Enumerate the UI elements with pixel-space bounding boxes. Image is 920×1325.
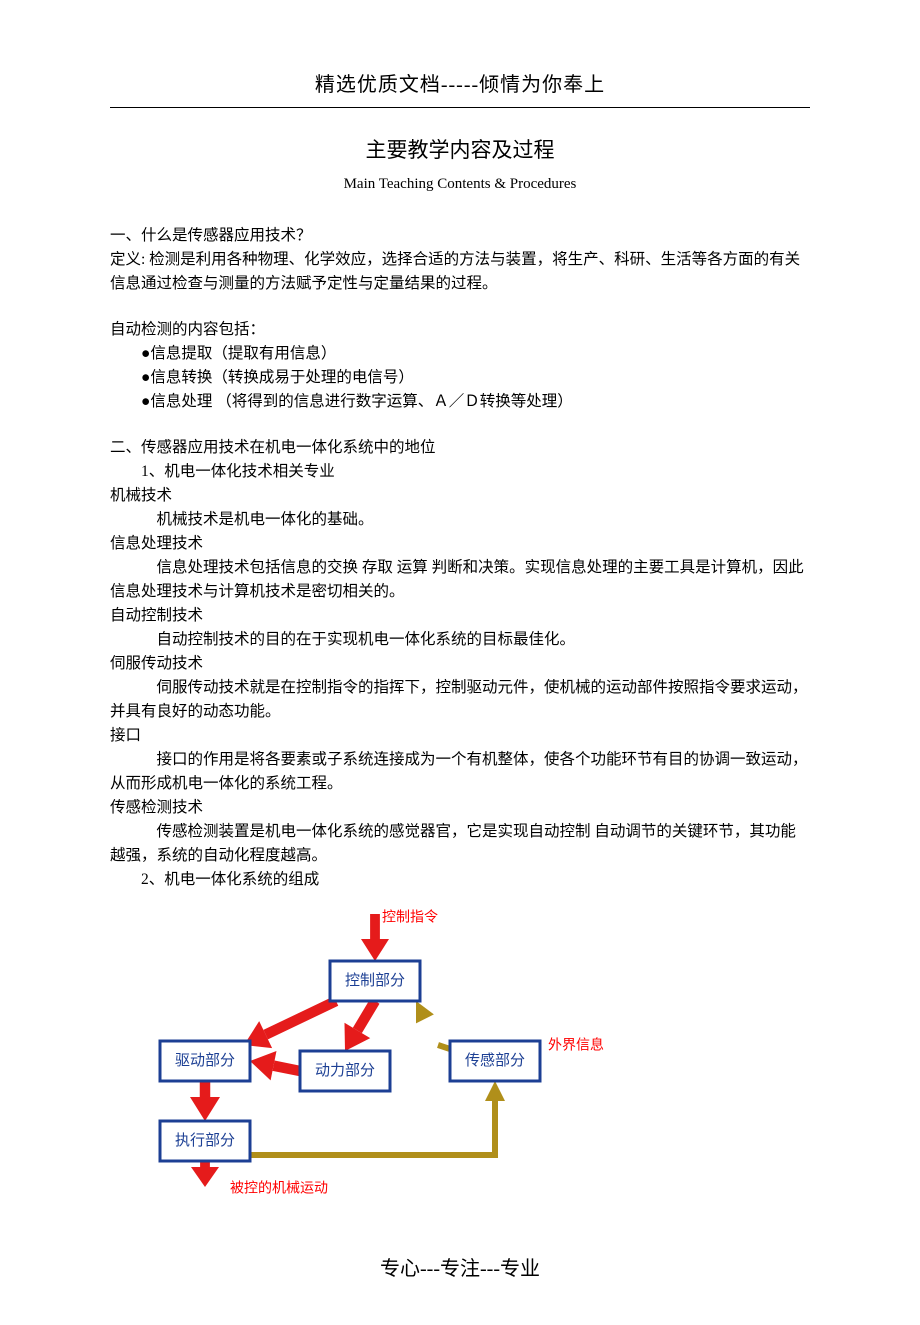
bullet-text: 信息处理 （将得到的信息进行数字运算、Ａ／Ｄ转换等处理） xyxy=(150,393,572,410)
section-2-sub2: 2、机电一体化系统的组成 xyxy=(110,868,810,892)
info-body-text: 信息处理技术包括信息的交换 存取 运算 判断和决策。实现信息处理的主要工具是计算… xyxy=(110,559,804,600)
section-1-heading: 一、什么是传感器应用技术？ xyxy=(110,224,810,248)
svg-text:外界信息: 外界信息 xyxy=(548,1037,604,1054)
auto-detect-heading: 自动检测的内容包括： xyxy=(110,318,810,342)
title-cn: 主要教学内容及过程 xyxy=(110,134,810,167)
document-page: 精选优质文档-----倾情为你奉上 主要教学内容及过程 Main Teachin… xyxy=(0,0,920,1325)
section-1-definition: 定义: 检测是利用各种物理、化学效应，选择合适的方法与装置，将生产、科研、生活等… xyxy=(110,248,810,296)
iface-body-text: 接口的作用是将各要素或子系统连接成为一个有机整体，使各个功能环节有目的协调一致运… xyxy=(110,751,808,792)
bullet-item: 信息转换（转换成易于处理的电信号） xyxy=(110,366,810,390)
sense-body-text: 传感检测装置是机电一体化系统的感觉器官，它是实现自动控制 自动调节的关键环节，其… xyxy=(110,823,796,864)
spacer xyxy=(110,414,810,436)
page-header: 精选优质文档-----倾情为你奉上 xyxy=(110,70,810,108)
info-title: 信息处理技术 xyxy=(110,532,810,556)
bullet-item: 信息处理 （将得到的信息进行数字运算、Ａ／Ｄ转换等处理） xyxy=(110,390,810,414)
sense-title: 传感检测技术 xyxy=(110,796,810,820)
servo-title: 伺服传动技术 xyxy=(110,652,810,676)
mech-body: 机械技术是机电一体化的基础。 xyxy=(110,508,810,532)
info-body: 信息处理技术包括信息的交换 存取 运算 判断和决策。实现信息处理的主要工具是计算… xyxy=(110,556,810,604)
system-diagram: 控制部分驱动部分动力部分 传感部分执行部分 控制指令外界信息被控的机械运动 xyxy=(150,906,810,1214)
title-en: Main Teaching Contents & Procedures xyxy=(110,173,810,196)
svg-text:传感部分: 传感部分 xyxy=(465,1052,525,1069)
bullet-text: 信息转换（转换成易于处理的电信号） xyxy=(150,369,414,386)
ctrl-title: 自动控制技术 xyxy=(110,604,810,628)
page-footer: 专心---专注---专业 xyxy=(110,1254,810,1285)
bullet-icon xyxy=(141,393,150,410)
flowchart-svg: 控制部分驱动部分动力部分 传感部分执行部分 控制指令外界信息被控的机械运动 xyxy=(150,906,610,1206)
mech-title: 机械技术 xyxy=(110,484,810,508)
svg-text:驱动部分: 驱动部分 xyxy=(175,1052,235,1069)
bullet-icon xyxy=(141,345,150,362)
section-2-sub1: 1、机电一体化技术相关专业 xyxy=(110,460,810,484)
bullet-text: 信息提取（提取有用信息） xyxy=(150,345,336,362)
svg-text:执行部分: 执行部分 xyxy=(175,1132,235,1149)
svg-text:控制部分: 控制部分 xyxy=(345,972,405,989)
svg-text:被控的机械运动: 被控的机械运动 xyxy=(230,1181,328,1197)
iface-body: 接口的作用是将各要素或子系统连接成为一个有机整体，使各个功能环节有目的协调一致运… xyxy=(110,748,810,796)
servo-body-text: 伺服传动技术就是在控制指令的指挥下，控制驱动元件，使机械的运动部件按照指令要求运… xyxy=(110,679,808,720)
servo-body: 伺服传动技术就是在控制指令的指挥下，控制驱动元件，使机械的运动部件按照指令要求运… xyxy=(110,676,810,724)
bullet-item: 信息提取（提取有用信息） xyxy=(110,342,810,366)
svg-text:控制指令: 控制指令 xyxy=(382,910,438,926)
bullet-icon xyxy=(141,369,150,386)
sense-body: 传感检测装置是机电一体化系统的感觉器官，它是实现自动控制 自动调节的关键环节，其… xyxy=(110,820,810,868)
iface-title: 接口 xyxy=(110,724,810,748)
spacer xyxy=(110,296,810,318)
ctrl-body: 自动控制技术的目的在于实现机电一体化系统的目标最佳化。 xyxy=(110,628,810,652)
section-2-heading: 二、传感器应用技术在机电一体化系统中的地位 xyxy=(110,436,810,460)
svg-text:动力部分: 动力部分 xyxy=(315,1062,375,1079)
